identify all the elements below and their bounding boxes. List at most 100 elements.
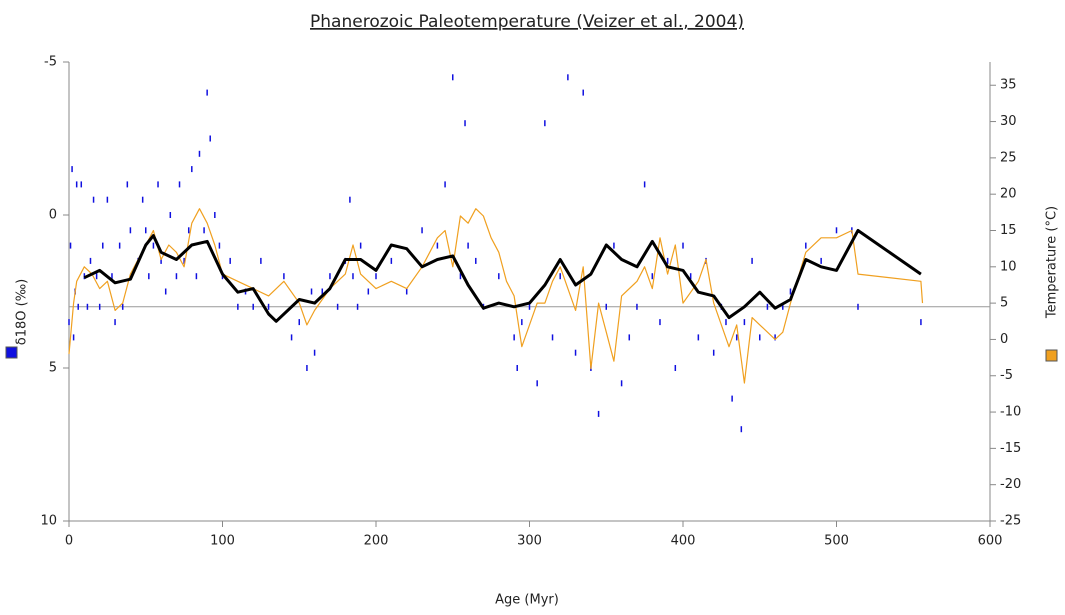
scatter-point [290,334,293,341]
scatter-point [69,242,72,249]
scatter-point [651,273,654,280]
y-tick-label: 5 [49,361,57,376]
scatter-point [689,273,692,280]
y2-axis-title: Temperature (°C) [1045,206,1060,319]
scatter-point [820,257,822,264]
scatter-point [209,135,211,142]
y2-tick-label: -20 [1000,477,1021,492]
legend-swatch [1045,349,1058,362]
y-tick-label: -5 [44,55,57,70]
scatter-point [605,303,607,310]
scatter-point [298,319,300,326]
scatter-point [405,288,408,295]
scatter-point [743,319,746,326]
scatter-point [218,242,221,249]
scatter-point [789,288,792,295]
scatter-point [98,303,101,310]
scatter-point [206,89,208,96]
y-tick-label: 0 [49,208,57,223]
scatter-point [367,288,370,295]
scatter-point [126,181,129,188]
scatter-point [582,89,584,96]
scatter-point [751,257,753,264]
y2-tick-label: 5 [1000,296,1008,311]
y2-tick-label: 35 [1000,78,1017,93]
scatter-point [195,273,198,280]
scatter-point [183,257,185,264]
y2-tick-label: -25 [1000,514,1021,529]
x-tick-label: 600 [978,534,1003,549]
scatter-point [467,242,469,249]
scatter-point [169,212,172,218]
x-axis-title: Age (Myr) [495,593,559,608]
scatter-point [92,196,95,203]
scatter-point [72,334,75,341]
scatter-point [597,410,600,417]
scatter-point [164,288,167,295]
y2-tick-label: 25 [1000,150,1017,165]
scatter-point [528,303,531,310]
scatter-point [774,334,776,341]
scatter-point [356,303,359,310]
scatter-point [544,120,546,127]
scatter-point [766,303,769,310]
scatter-point [310,288,313,295]
scatter-point [574,349,577,356]
scatter-point [740,426,743,433]
y2-tick-label: 0 [1000,332,1008,347]
scatter-point [187,227,190,234]
scatter-point [559,273,561,280]
y2-tick-label: 20 [1000,187,1017,202]
scatter-point [782,303,784,310]
scatter-point [306,365,308,371]
scatter-point [613,242,615,249]
scatter-point [567,74,569,81]
scatter-point [68,319,70,326]
scatter-point [643,181,646,188]
x-tick-label: 400 [671,534,696,549]
scatter-point [111,273,113,280]
x-tick-label: 200 [364,534,389,549]
scatter-point [229,257,231,264]
scatter-point [214,212,216,218]
scatter-point [102,242,104,249]
x-tick-label: 300 [517,534,542,549]
scatter-point [536,380,538,387]
scatter-point [141,196,144,203]
series-line [83,229,922,323]
scatter-point [516,365,518,371]
scatter-point [237,303,239,310]
scatter-point [628,334,631,341]
scatter-point [636,303,638,310]
scatter-point [712,349,715,356]
scatter-point [80,181,83,188]
scatter-point [666,257,669,264]
scatter-point [329,273,331,280]
scatter-point [359,242,362,249]
scatter-point [521,319,523,326]
x-tick-label: 100 [210,534,235,549]
scatter-point [71,166,73,173]
scatter-point [89,257,92,264]
y2-tick-label: 30 [1000,114,1017,129]
scatter-point [513,334,515,341]
scatter-point [157,181,159,188]
scatter-point [674,365,677,371]
scatter-point [464,120,466,127]
scatter-point [682,242,684,249]
scatter-point [375,273,377,280]
scatter-point [160,257,162,264]
scatter-point [436,242,439,249]
scatter-point [759,334,761,341]
scatter-point [835,227,838,234]
legend-swatch [5,346,18,359]
y2-tick-label: -5 [1000,368,1013,383]
scatter-point [260,257,262,264]
scatter-point [267,303,270,310]
scatter-point [551,334,554,341]
y2-tick-label: 15 [1000,223,1017,238]
scatter-point [252,303,254,310]
scatter-point [349,196,351,203]
scatter-point [444,181,446,188]
